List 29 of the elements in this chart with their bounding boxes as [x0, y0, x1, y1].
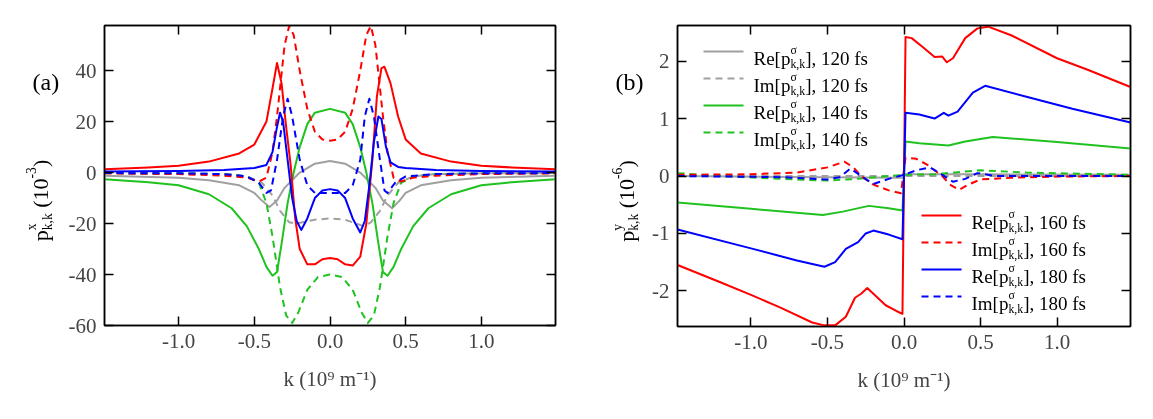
x-axis-title: k (10⁹ m⁻¹): [857, 367, 951, 392]
y-tick-label: -1: [652, 221, 670, 246]
x-tick-label: -0.5: [237, 328, 271, 353]
x-tick-label: -1.0: [162, 328, 196, 353]
y-tick-label: -40: [68, 262, 97, 287]
x-tick-label: 0.5: [392, 328, 419, 353]
x-tick-label: -0.5: [810, 329, 845, 354]
y-tick-label: 0: [659, 164, 670, 188]
x-tick-label: 0.0: [890, 329, 918, 354]
y-tick-label: 0: [86, 160, 97, 185]
y-axis-title: pyk,k (10-6): [609, 160, 641, 242]
y-tick-label: 2: [659, 49, 670, 74]
x-tick-label: -1.0: [734, 329, 768, 354]
x-tick-label: 1.0: [1043, 329, 1071, 354]
y-tick-label: -20: [68, 211, 97, 236]
y-tick-label: 20: [75, 109, 97, 134]
text: (a): [32, 68, 60, 95]
x-tick-label: 0.5: [967, 329, 994, 354]
line-series: [677, 156, 1131, 195]
y-tick-label: -60: [68, 313, 97, 338]
x-tick-label: 1.0: [468, 328, 495, 353]
y-axis-title: pxk,k (10-3): [23, 159, 55, 242]
x-tick-label: 0.0: [316, 328, 344, 353]
text: (b): [615, 68, 644, 95]
x-axis-title: k (10⁹ m⁻¹): [283, 366, 377, 391]
line-series: [677, 25, 1131, 327]
y-tick-label: -2: [652, 278, 670, 303]
y-tick-label: 1: [659, 106, 670, 131]
y-tick-label: 40: [75, 58, 97, 83]
